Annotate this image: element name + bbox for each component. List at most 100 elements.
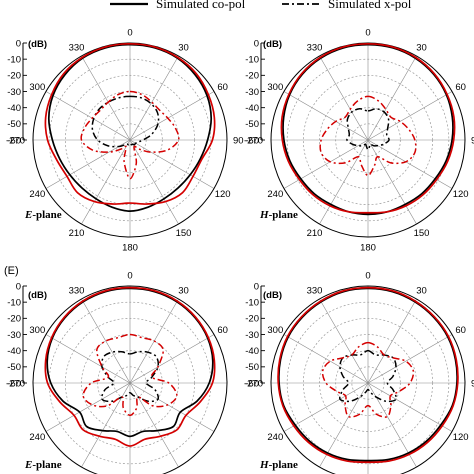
- angle-tick-label: -270: [6, 378, 25, 389]
- radial-tick-label: -50: [7, 362, 21, 373]
- angle-tick-label: 300: [267, 82, 283, 93]
- angle-tick-label: -270: [6, 135, 25, 146]
- polar-grid: [260, 42, 466, 238]
- grid-spoke-240: [45, 382, 131, 432]
- grid-spoke-30: [367, 298, 417, 384]
- plane-label-suffix: -plane: [32, 209, 61, 221]
- pattern-trace-4: [82, 333, 178, 417]
- radial-tick-label: -60: [245, 135, 259, 146]
- radial-tick-label: -20: [7, 71, 21, 82]
- radial-tick-labels: 0 -10 -20 -30 -40 -50 -60: [7, 38, 27, 146]
- grid-spoke-240: [283, 382, 369, 432]
- radial-tick-label: -30: [245, 330, 259, 341]
- angle-tick-label: 0: [365, 270, 370, 281]
- angle-tick-label: 180: [360, 242, 376, 253]
- grid-spoke-300: [283, 91, 369, 141]
- unit-label: (dB): [28, 290, 47, 301]
- grid-spoke-240: [45, 139, 131, 189]
- angle-tick-label: 120: [453, 432, 469, 443]
- pattern-trace-2: [338, 349, 398, 403]
- radial-tick-label: -60: [7, 135, 21, 146]
- angle-tick-label: 30: [416, 43, 427, 54]
- radial-tick-label: -50: [245, 362, 259, 373]
- pattern-trace-4: [80, 90, 180, 180]
- grid-spoke-120: [367, 382, 453, 432]
- angle-tick-label: 0: [365, 27, 370, 38]
- angle-tick-label: 210: [69, 228, 85, 239]
- angle-tick-label: 0: [127, 270, 132, 281]
- radial-tick-label: -10: [245, 54, 259, 65]
- plane-label: H-plane: [259, 459, 298, 471]
- radial-tick-label: 0: [254, 281, 259, 292]
- grid-spoke-150: [129, 382, 179, 468]
- legend-label-x-pol: Simulated x-pol: [328, 0, 412, 11]
- angle-tick-labels: 0 30 60 90 120 150 180 210 240 -270 300 330: [244, 27, 474, 253]
- plane-label: E-plane: [24, 459, 62, 471]
- angle-tick-labels: 0 30 60 90 120 240 -270 300 330: [244, 270, 474, 443]
- grid-spoke-30: [129, 55, 179, 141]
- angle-tick-label: 90: [471, 135, 474, 146]
- pattern-trace-3: [44, 42, 216, 205]
- radial-tick-label: -50: [245, 119, 259, 130]
- grid-spoke-120: [129, 139, 215, 189]
- angle-tick-label: 240: [29, 432, 45, 443]
- pattern-trace-3: [280, 42, 456, 214]
- pattern-trace-3: [44, 286, 216, 447]
- radial-tick-label: 0: [16, 281, 21, 292]
- grid-spoke-60: [367, 91, 453, 141]
- row-label-second: (E): [4, 265, 19, 277]
- radial-tick-label: 0: [16, 38, 21, 49]
- grid-spoke-210: [319, 139, 369, 225]
- angle-tick-label: 240: [267, 189, 283, 200]
- polar-grid: [260, 285, 466, 474]
- angle-tick-label: 60: [455, 325, 466, 336]
- radial-tick-label: -40: [245, 346, 259, 357]
- grid-spoke-330: [81, 55, 131, 141]
- angle-tick-label: -270: [244, 378, 263, 389]
- radial-tick-label: -30: [245, 87, 259, 98]
- grid-spoke-60: [367, 334, 453, 384]
- angle-tick-label: 300: [29, 325, 45, 336]
- radial-tick-label: -60: [7, 378, 21, 389]
- grid-spoke-330: [319, 298, 369, 384]
- angle-tick-label: 120: [215, 189, 231, 200]
- plane-label-suffix: -plane: [32, 459, 61, 471]
- radial-tick-label: -30: [7, 87, 21, 98]
- angle-tick-label: 0: [127, 27, 132, 38]
- angle-tick-label: -270: [244, 135, 263, 146]
- pattern-trace-2: [91, 95, 160, 148]
- radial-tick-label: -10: [245, 297, 259, 308]
- radial-tick-label: -40: [7, 346, 21, 357]
- grid-spoke-60: [129, 334, 215, 384]
- grid-spoke-150: [129, 139, 179, 225]
- angle-tick-label: 30: [178, 286, 189, 297]
- pattern-traces: [277, 286, 459, 464]
- plane-label-letter: H: [259, 209, 269, 221]
- angle-tick-label: 180: [122, 242, 138, 253]
- grid-spoke-210: [81, 382, 131, 468]
- unit-label: (dB): [263, 39, 282, 50]
- unit-label: (dB): [28, 39, 47, 50]
- polar-panel-4: 0 -10 -20 -30 -40 -50 -60 0 30 60 90 120 240 -270 300…: [244, 270, 474, 474]
- angle-tick-labels: 0 30 60 90 120 150 180 210 240 -270 300 330: [6, 27, 244, 253]
- angle-tick-label: 330: [307, 286, 323, 297]
- outer-circle: [270, 285, 466, 474]
- polar-panel-1: 0 -10 -20 -30 -40 -50 -60 0 30 60 90 120 150 180 210 2…: [6, 27, 244, 253]
- radial-tick-label: -40: [245, 103, 259, 114]
- angle-tick-label: 60: [217, 82, 228, 93]
- plane-label: H-plane: [259, 209, 298, 221]
- angle-tick-labels: 0 30 60 240 -270 300 330: [6, 270, 228, 443]
- angle-tick-label: 60: [217, 325, 228, 336]
- grid-spoke-120: [129, 382, 215, 432]
- angle-tick-label: 120: [453, 189, 469, 200]
- grid-spoke-300: [283, 334, 369, 384]
- grid-spoke-150: [367, 139, 417, 225]
- pattern-trace-3: [277, 286, 459, 464]
- grid-spoke-60: [129, 91, 215, 141]
- radial-tick-labels: 0 -10 -20 -30 -40 -50 -60: [245, 38, 265, 146]
- radial-tick-label: -50: [7, 119, 21, 130]
- radial-tick-label: -20: [245, 314, 259, 325]
- radial-tick-labels: 0 -10 -20 -30 -40 -50 -60: [245, 281, 265, 389]
- angle-tick-label: 330: [69, 43, 85, 54]
